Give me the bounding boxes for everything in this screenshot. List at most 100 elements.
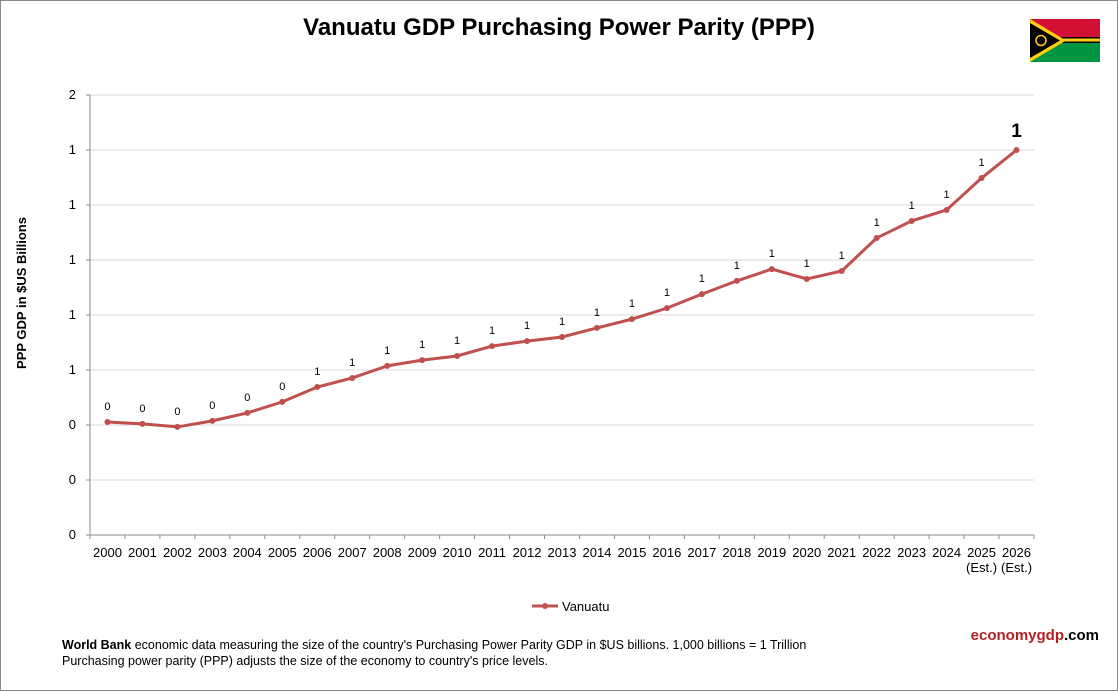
data-label: 1 [804,258,810,270]
data-label: 0 [244,392,250,404]
brand: economygdp.com [971,627,1099,644]
data-label: 1 [629,298,635,310]
data-point [349,374,356,381]
x-tick-label: 2015 [617,545,646,560]
data-point [139,420,146,427]
data-label: 0 [139,403,145,415]
footnote-source: World Bank [62,638,131,652]
data-label: 1 [839,250,845,262]
x-tick-label: 2021 [827,545,856,560]
x-tick-label: 2024 [932,545,961,560]
brand-tld: .com [1064,627,1099,644]
data-point [419,357,426,364]
data-point [524,338,531,345]
x-tick-label: 2002 [163,545,192,560]
data-label: 1 [559,316,565,328]
data-label: 1 [349,357,355,369]
y-tick-label: 0 [69,417,76,432]
data-point [384,362,391,369]
x-tick-label: 2003 [198,545,227,560]
data-point [978,175,985,182]
data-label: 1 [769,248,775,260]
data-label: 0 [104,401,110,413]
data-label: 1 [314,366,320,378]
x-tick-label: 2007 [338,545,367,560]
x-tick-label: 2001 [128,545,157,560]
data-label: 1 [524,320,530,332]
x-tick-label: 2014 [583,545,612,560]
data-point [908,217,915,224]
footnote-line1: World Bank economic data measuring the s… [62,638,806,652]
x-tick-label: 2005 [268,545,297,560]
x-tick-label: 2020 [792,545,821,560]
x-tick-label: 2008 [373,545,402,560]
data-label: 1 [909,200,915,212]
data-point [174,423,181,430]
data-label: 1 [489,325,495,337]
data-label: 1 [699,273,705,285]
data-label: 0 [279,381,285,393]
legend-marker [542,603,548,609]
data-point [628,316,635,323]
data-point [768,266,775,273]
data-point [943,206,950,213]
y-tick-label: 1 [69,362,76,377]
x-tick-label: 2010 [443,545,472,560]
x-tick-label: 2018 [722,545,751,560]
data-point [593,324,600,331]
x-tick-label: 2019 [757,545,786,560]
data-label: 1 [944,189,950,201]
data-point [314,384,321,391]
x-tick-label: 2013 [548,545,577,560]
y-axis-label: PPP GDP in $US Billions [14,217,29,369]
data-point [244,409,251,416]
data-point [1013,147,1020,153]
data-label: 1 [419,339,425,351]
legend-label: Vanuatu [562,599,609,614]
flag [1030,19,1100,62]
data-label: 0 [174,406,180,418]
x-tick-label: 2016 [652,545,681,560]
x-tick-label: 2009 [408,545,437,560]
data-point [454,352,461,359]
data-label: 1 [734,260,740,272]
y-tick-label: 0 [69,472,76,487]
data-label: 1 [1011,121,1022,142]
data-point [279,398,286,405]
data-point [209,417,216,424]
x-tick-label: 2006 [303,545,332,560]
data-point [489,343,496,350]
x-tick-label: 2012 [513,545,542,560]
footnote-line2: Purchasing power parity (PPP) adjusts th… [62,654,548,668]
y-tick-label: 2 [69,87,76,102]
data-label: 1 [384,345,390,357]
footnote-text: economic data measuring the size of the … [131,638,806,652]
x-tick-label: 2023 [897,545,926,560]
x-tick-label: 2000 [93,545,122,560]
data-point [663,305,670,312]
data-label: 1 [454,335,460,347]
y-tick-label: 1 [69,197,76,212]
data-label: 1 [664,287,670,299]
y-tick-label: 0 [69,527,76,542]
data-point [733,277,740,284]
x-tick-label: 2011 [478,545,506,560]
brand-name: economygdp [971,627,1064,644]
data-point [803,275,810,282]
data-point [873,235,880,241]
y-tick-label: 1 [69,142,76,157]
x-tick-label: 2017 [687,545,716,560]
x-tick-label: 2004 [233,545,262,560]
x-tick-label: 2022 [862,545,891,560]
y-tick-label: 1 [69,307,76,322]
data-label: 1 [874,217,880,229]
x-tick-label: 2025 (Est.) [966,545,997,575]
data-point [698,291,705,298]
data-point [559,334,565,340]
y-tick-label: 1 [69,252,76,267]
data-point [104,418,111,425]
data-point [838,268,845,274]
data-label: 1 [978,157,984,169]
